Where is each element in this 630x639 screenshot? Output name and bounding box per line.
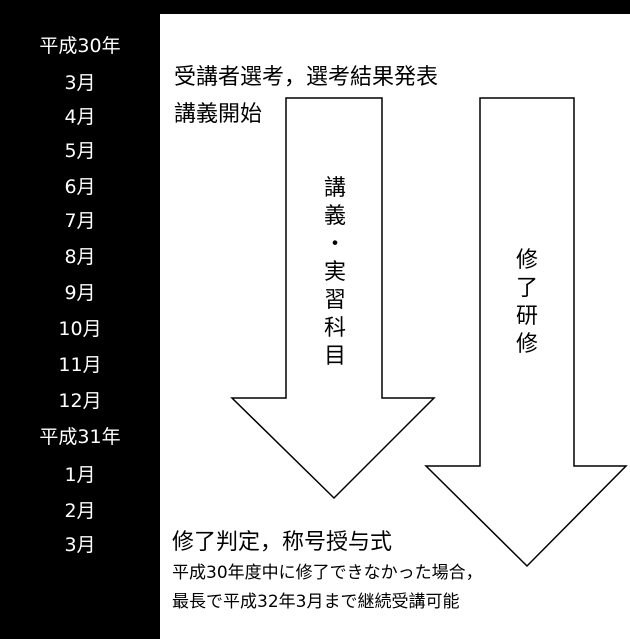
timeline-month: 3月 [64,72,96,94]
timeline-month: 11月 [58,354,102,376]
timeline-month: 5月 [64,140,96,162]
lecture-arrow [230,97,436,500]
lecture-label-char: 講 [324,176,347,201]
lecture-label-char: 義 [324,204,347,229]
lecture-subjects-label: 講 義 ・ 実 習 科 目 [324,175,346,371]
lecture-label-char: 実 [324,260,347,285]
timeline-month: 10月 [58,318,102,340]
lecture-label-char: 科 [324,316,347,341]
timeline-month: 9月 [64,282,96,304]
timeline-month: 8月 [64,246,96,268]
timeline-sidebar: 平成30年 3月 4月 5月 6月 7月 8月 9月 10月 11月 12月 平… [0,0,160,639]
training-label-char: 修 [516,332,539,357]
selection-label: 受講者選考，選考結果発表 [174,65,439,90]
training-label-char: 了 [516,276,539,301]
timeline-month: 平成30年 [39,35,121,57]
lecture-start-label: 講義開始 [174,102,263,127]
training-arrow [424,97,628,568]
timeline-month: 1月 [64,464,96,486]
timeline-month: 7月 [64,210,96,232]
timeline-month: 2月 [64,500,96,522]
lecture-label-char: ・ [324,232,347,257]
training-label-char: 研 [516,304,539,329]
training-label: 修 了 研 修 [516,247,538,359]
training-label-char: 修 [516,248,539,273]
note-line-2: 最長で平成32年3月まで継続受講可能 [172,592,460,612]
completion-label: 修了判定，称号授与式 [172,530,393,555]
note-line-1: 平成30年度中に修了できなかった場合， [172,563,483,583]
lecture-label-char: 目 [324,344,347,369]
timeline-month: 4月 [64,106,96,128]
timeline-month: 12月 [58,390,102,412]
timeline-month: 平成31年 [39,426,121,448]
timeline-month: 3月 [64,534,96,556]
lecture-label-char: 習 [324,288,347,313]
timeline-month: 6月 [64,176,96,198]
